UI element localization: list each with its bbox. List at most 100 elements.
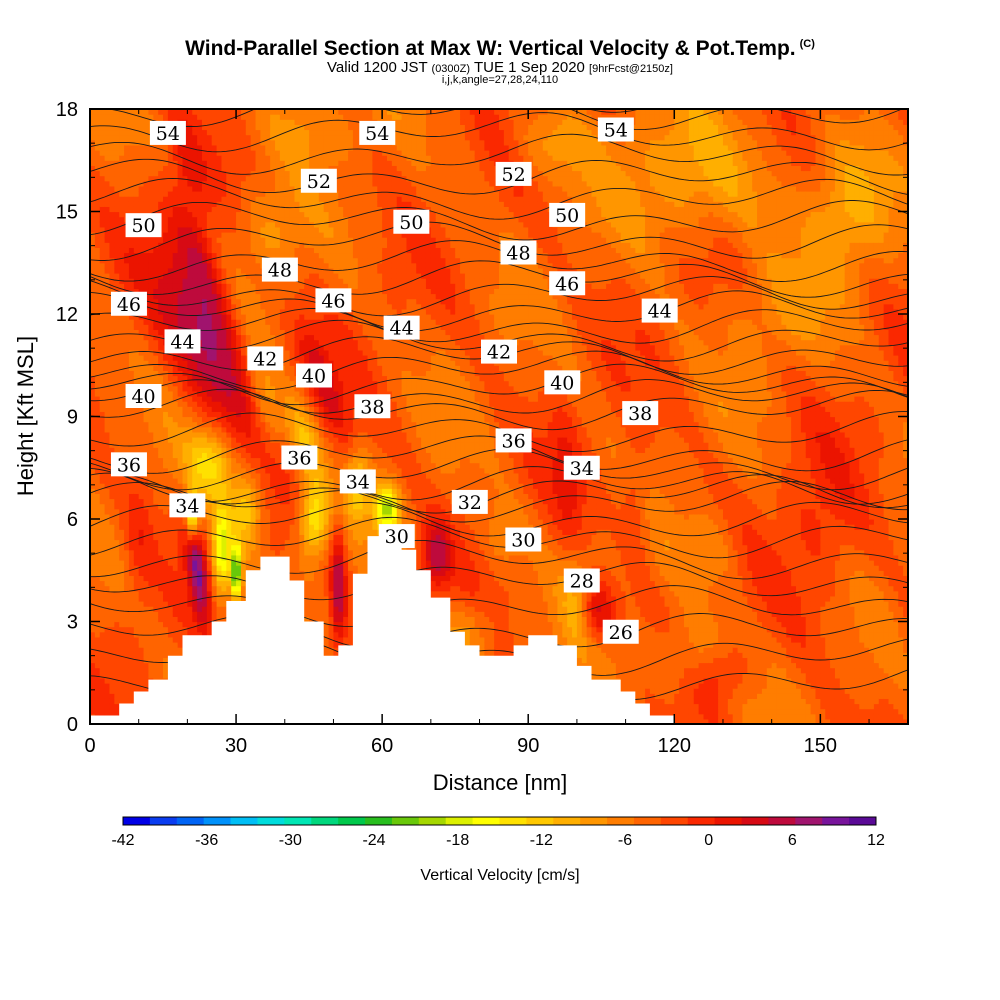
field-cell	[221, 442, 226, 448]
field-cell	[270, 381, 275, 387]
field-cell	[124, 581, 129, 587]
field-cell	[129, 247, 134, 253]
field-cell	[270, 186, 275, 192]
field-cell	[134, 652, 139, 658]
field-cell	[144, 519, 149, 525]
field-cell	[241, 427, 246, 433]
field-cell	[265, 324, 270, 330]
field-cell	[158, 663, 163, 669]
field-cell	[241, 119, 246, 125]
field-cell	[236, 545, 241, 551]
field-cell	[109, 581, 114, 587]
field-cell	[134, 145, 139, 151]
field-cell	[270, 119, 275, 125]
field-cell	[100, 499, 105, 505]
field-cell	[100, 652, 105, 658]
field-cell	[139, 581, 144, 587]
field-cell	[119, 627, 124, 633]
field-cell	[275, 247, 280, 253]
field-cell	[134, 437, 139, 443]
field-cell	[256, 406, 261, 412]
field-cell	[260, 124, 265, 130]
field-cell	[187, 386, 192, 392]
field-cell	[202, 591, 207, 597]
field-cell	[221, 206, 226, 212]
field-cell	[124, 534, 129, 540]
field-cell	[158, 268, 163, 274]
field-cell	[202, 340, 207, 346]
field-cell	[168, 452, 173, 458]
field-cell	[144, 437, 149, 443]
field-cell	[163, 232, 168, 238]
field-cell	[202, 627, 207, 633]
field-cell	[241, 401, 246, 407]
field-cell	[265, 304, 270, 310]
field-cell	[256, 370, 261, 376]
field-cell	[163, 171, 168, 177]
field-cell	[212, 601, 217, 607]
field-cell	[119, 160, 124, 166]
field-cell	[270, 432, 275, 438]
field-cell	[231, 529, 236, 535]
field-cell	[168, 283, 173, 289]
field-cell	[114, 437, 119, 443]
field-cell	[178, 273, 183, 279]
field-cell	[119, 504, 124, 510]
field-cell	[144, 365, 149, 371]
field-cell	[275, 381, 280, 387]
field-cell	[158, 668, 163, 674]
field-cell	[163, 611, 168, 617]
field-cell	[187, 545, 192, 551]
field-cell	[109, 319, 114, 325]
field-cell	[275, 473, 280, 479]
field-cell	[95, 135, 100, 141]
field-cell	[144, 657, 149, 663]
field-cell	[207, 206, 212, 212]
field-cell	[217, 458, 222, 464]
field-cell	[280, 253, 285, 259]
field-cell	[187, 258, 192, 264]
field-cell	[95, 319, 100, 325]
field-cell	[280, 381, 285, 387]
field-cell	[173, 227, 178, 233]
field-cell	[158, 545, 163, 551]
field-cell	[275, 176, 280, 182]
field-cell	[192, 253, 197, 259]
field-cell	[265, 130, 270, 136]
field-cell	[207, 437, 212, 443]
field-cell	[246, 130, 251, 136]
field-cell	[265, 452, 270, 458]
field-cell	[202, 417, 207, 423]
field-cell	[241, 483, 246, 489]
field-cell	[265, 417, 270, 423]
field-cell	[163, 299, 168, 305]
field-cell	[109, 324, 114, 330]
field-cell	[192, 206, 197, 212]
field-cell	[153, 540, 158, 546]
field-cell	[134, 186, 139, 192]
field-cell	[270, 488, 275, 494]
field-cell	[139, 165, 144, 171]
field-cell	[153, 591, 158, 597]
field-cell	[163, 186, 168, 192]
field-cell	[236, 355, 241, 361]
field-cell	[134, 370, 139, 376]
field-cell	[231, 217, 236, 223]
field-cell	[144, 329, 149, 335]
field-cell	[285, 391, 290, 397]
field-cell	[178, 427, 183, 433]
field-cell	[187, 401, 192, 407]
field-cell	[285, 422, 290, 428]
field-cell	[105, 601, 110, 607]
field-cell	[265, 519, 270, 525]
field-cell	[124, 355, 129, 361]
field-cell	[241, 524, 246, 530]
field-cell	[178, 227, 183, 233]
field-cell	[187, 299, 192, 305]
field-cell	[95, 540, 100, 546]
field-cell	[139, 155, 144, 161]
field-cell	[139, 596, 144, 602]
field-cell	[207, 406, 212, 412]
field-cell	[197, 565, 202, 571]
field-cell	[241, 478, 246, 484]
